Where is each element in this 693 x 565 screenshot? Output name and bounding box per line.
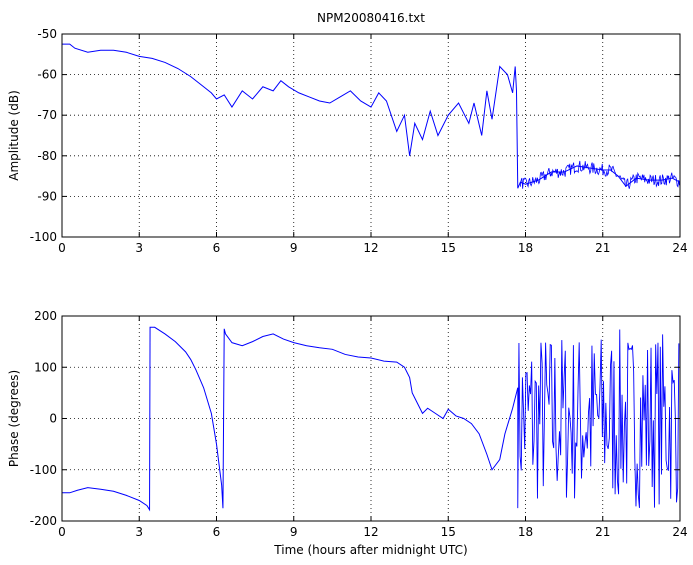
amplitude-x-tick-label: 0 [58,241,66,255]
phase-x-axis-label: Time (hours after midnight UTC) [273,543,467,557]
amplitude-panel: 0 3 6 9 12 15 18 21 24 -50 -60 -70 -80 -90 -100 NPM200… [7,11,688,255]
amplitude-x-tick-label: 9 [290,241,298,255]
phase-series-layer [62,326,680,512]
phase-x-tick-label: 3 [135,525,143,539]
phase-x-tick-label: 21 [595,525,610,539]
phase-x-tick-label: 9 [290,525,298,539]
amplitude-plot-area [62,34,680,237]
amplitude-x-tick-label: 3 [135,241,143,255]
amplitude-x-tick-label: 15 [441,241,456,255]
amplitude-y-tick-label: -80 [37,149,57,163]
amplitude-y-tick-label: -60 [37,68,57,82]
phase-y-tick-label: -100 [30,463,57,477]
amplitude-x-tick-label: 24 [672,241,687,255]
phase-y-tick-label: -200 [30,514,57,528]
amplitude-chart-title: NPM20080416.txt [317,11,425,25]
amplitude-x-tick-label: 12 [363,241,378,255]
amplitude-series-noise [519,160,680,189]
phase-panel: 0 3 6 9 12 15 18 21 24 200 100 0 -100 -200 Phase (deg… [7,309,688,557]
amplitude-y-tick-label: -50 [37,27,57,41]
phase-ticks: 0 3 6 9 12 15 18 21 24 200 100 0 -100 -200 [30,309,688,539]
phase-grid [62,316,680,521]
amplitude-series-layer [62,43,681,189]
phase-y-tick-label: 200 [34,309,57,323]
phase-x-tick-label: 24 [672,525,687,539]
phase-x-tick-label: 6 [213,525,221,539]
phase-x-tick-label: 0 [58,525,66,539]
phase-x-tick-label: 12 [363,525,378,539]
amplitude-ticks: 0 3 6 9 12 15 18 21 24 -50 -60 -70 -80 -90 -100 [30,27,688,255]
phase-y-axis-label: Phase (degrees) [7,370,21,467]
amplitude-y-tick-label: -90 [37,189,57,203]
phase-y-tick-label: 0 [49,412,57,426]
amplitude-y-tick-label: -70 [37,108,57,122]
amplitude-y-tick-label: -100 [30,230,57,244]
amplitude-x-tick-label: 21 [595,241,610,255]
amplitude-x-tick-label: 6 [213,241,221,255]
phase-y-tick-label: 100 [34,360,57,374]
phase-x-tick-label: 15 [441,525,456,539]
amplitude-x-tick-label: 18 [518,241,533,255]
phase-series-noise [517,329,680,509]
amplitude-y-axis-label: Amplitude (dB) [7,90,21,181]
phase-series-line [62,326,519,512]
phase-x-tick-label: 18 [518,525,533,539]
amplitude-grid [62,34,680,237]
